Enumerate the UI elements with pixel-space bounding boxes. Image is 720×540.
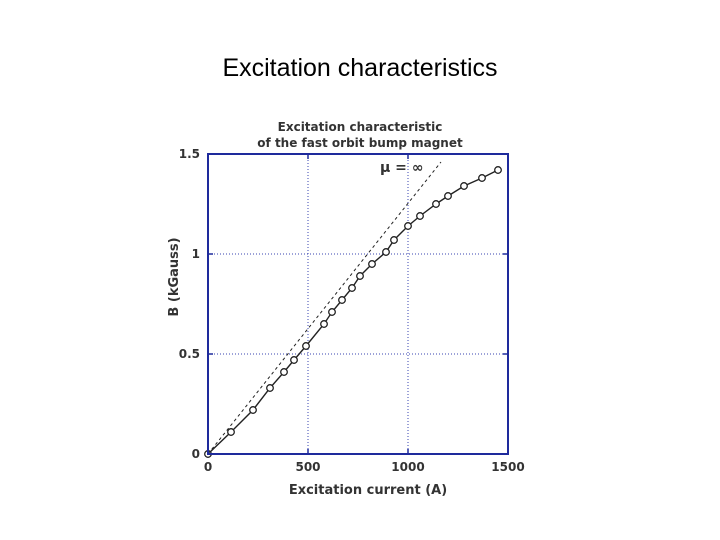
data-point xyxy=(348,284,356,292)
data-point xyxy=(356,272,364,280)
plot-frame xyxy=(207,153,509,455)
data-point xyxy=(460,182,468,190)
mu-infinity-annotation: μ = ∞ xyxy=(380,160,423,176)
data-point xyxy=(432,200,440,208)
data-point xyxy=(328,308,336,316)
x-tick-label: 0 xyxy=(204,460,212,474)
data-point xyxy=(494,166,502,174)
label-layer: Excitation characteristic of the fast or… xyxy=(167,120,525,498)
data-point xyxy=(249,406,257,414)
y-tick-label: 1.5 xyxy=(179,147,200,161)
data-point xyxy=(368,260,376,268)
y-tick-label: 1 xyxy=(192,247,200,261)
data-point xyxy=(390,236,398,244)
x-tick-label: 500 xyxy=(295,460,320,474)
y-tick-label: 0 xyxy=(192,447,200,461)
data-point xyxy=(320,320,328,328)
measured-series-line xyxy=(207,169,499,455)
data-point xyxy=(290,356,298,364)
data-point xyxy=(444,192,452,200)
data-point xyxy=(280,368,288,376)
y-tick-label: 0.5 xyxy=(179,347,200,361)
data-point xyxy=(382,248,390,256)
data-point xyxy=(416,212,424,220)
frame-layer xyxy=(207,153,509,455)
slide-title: Excitation characteristics xyxy=(222,54,498,82)
ideal-line-mu-infinity xyxy=(207,161,442,455)
chart-title-line-2: of the fast orbit bump magnet xyxy=(257,136,463,150)
x-tick-label: 1500 xyxy=(491,460,524,474)
grid-layer xyxy=(208,154,508,454)
data-point xyxy=(302,342,310,350)
chart-title-line-1: Excitation characteristic xyxy=(278,120,443,134)
data-point xyxy=(478,174,486,182)
series-layer xyxy=(204,161,502,458)
data-point xyxy=(266,384,274,392)
data-point xyxy=(338,296,346,304)
x-tick-label: 1000 xyxy=(391,460,424,474)
data-point xyxy=(227,428,235,436)
x-axis-label: Excitation current (A) xyxy=(289,483,447,498)
data-point xyxy=(404,222,412,230)
y-axis-label: B (kGauss) xyxy=(167,237,182,316)
